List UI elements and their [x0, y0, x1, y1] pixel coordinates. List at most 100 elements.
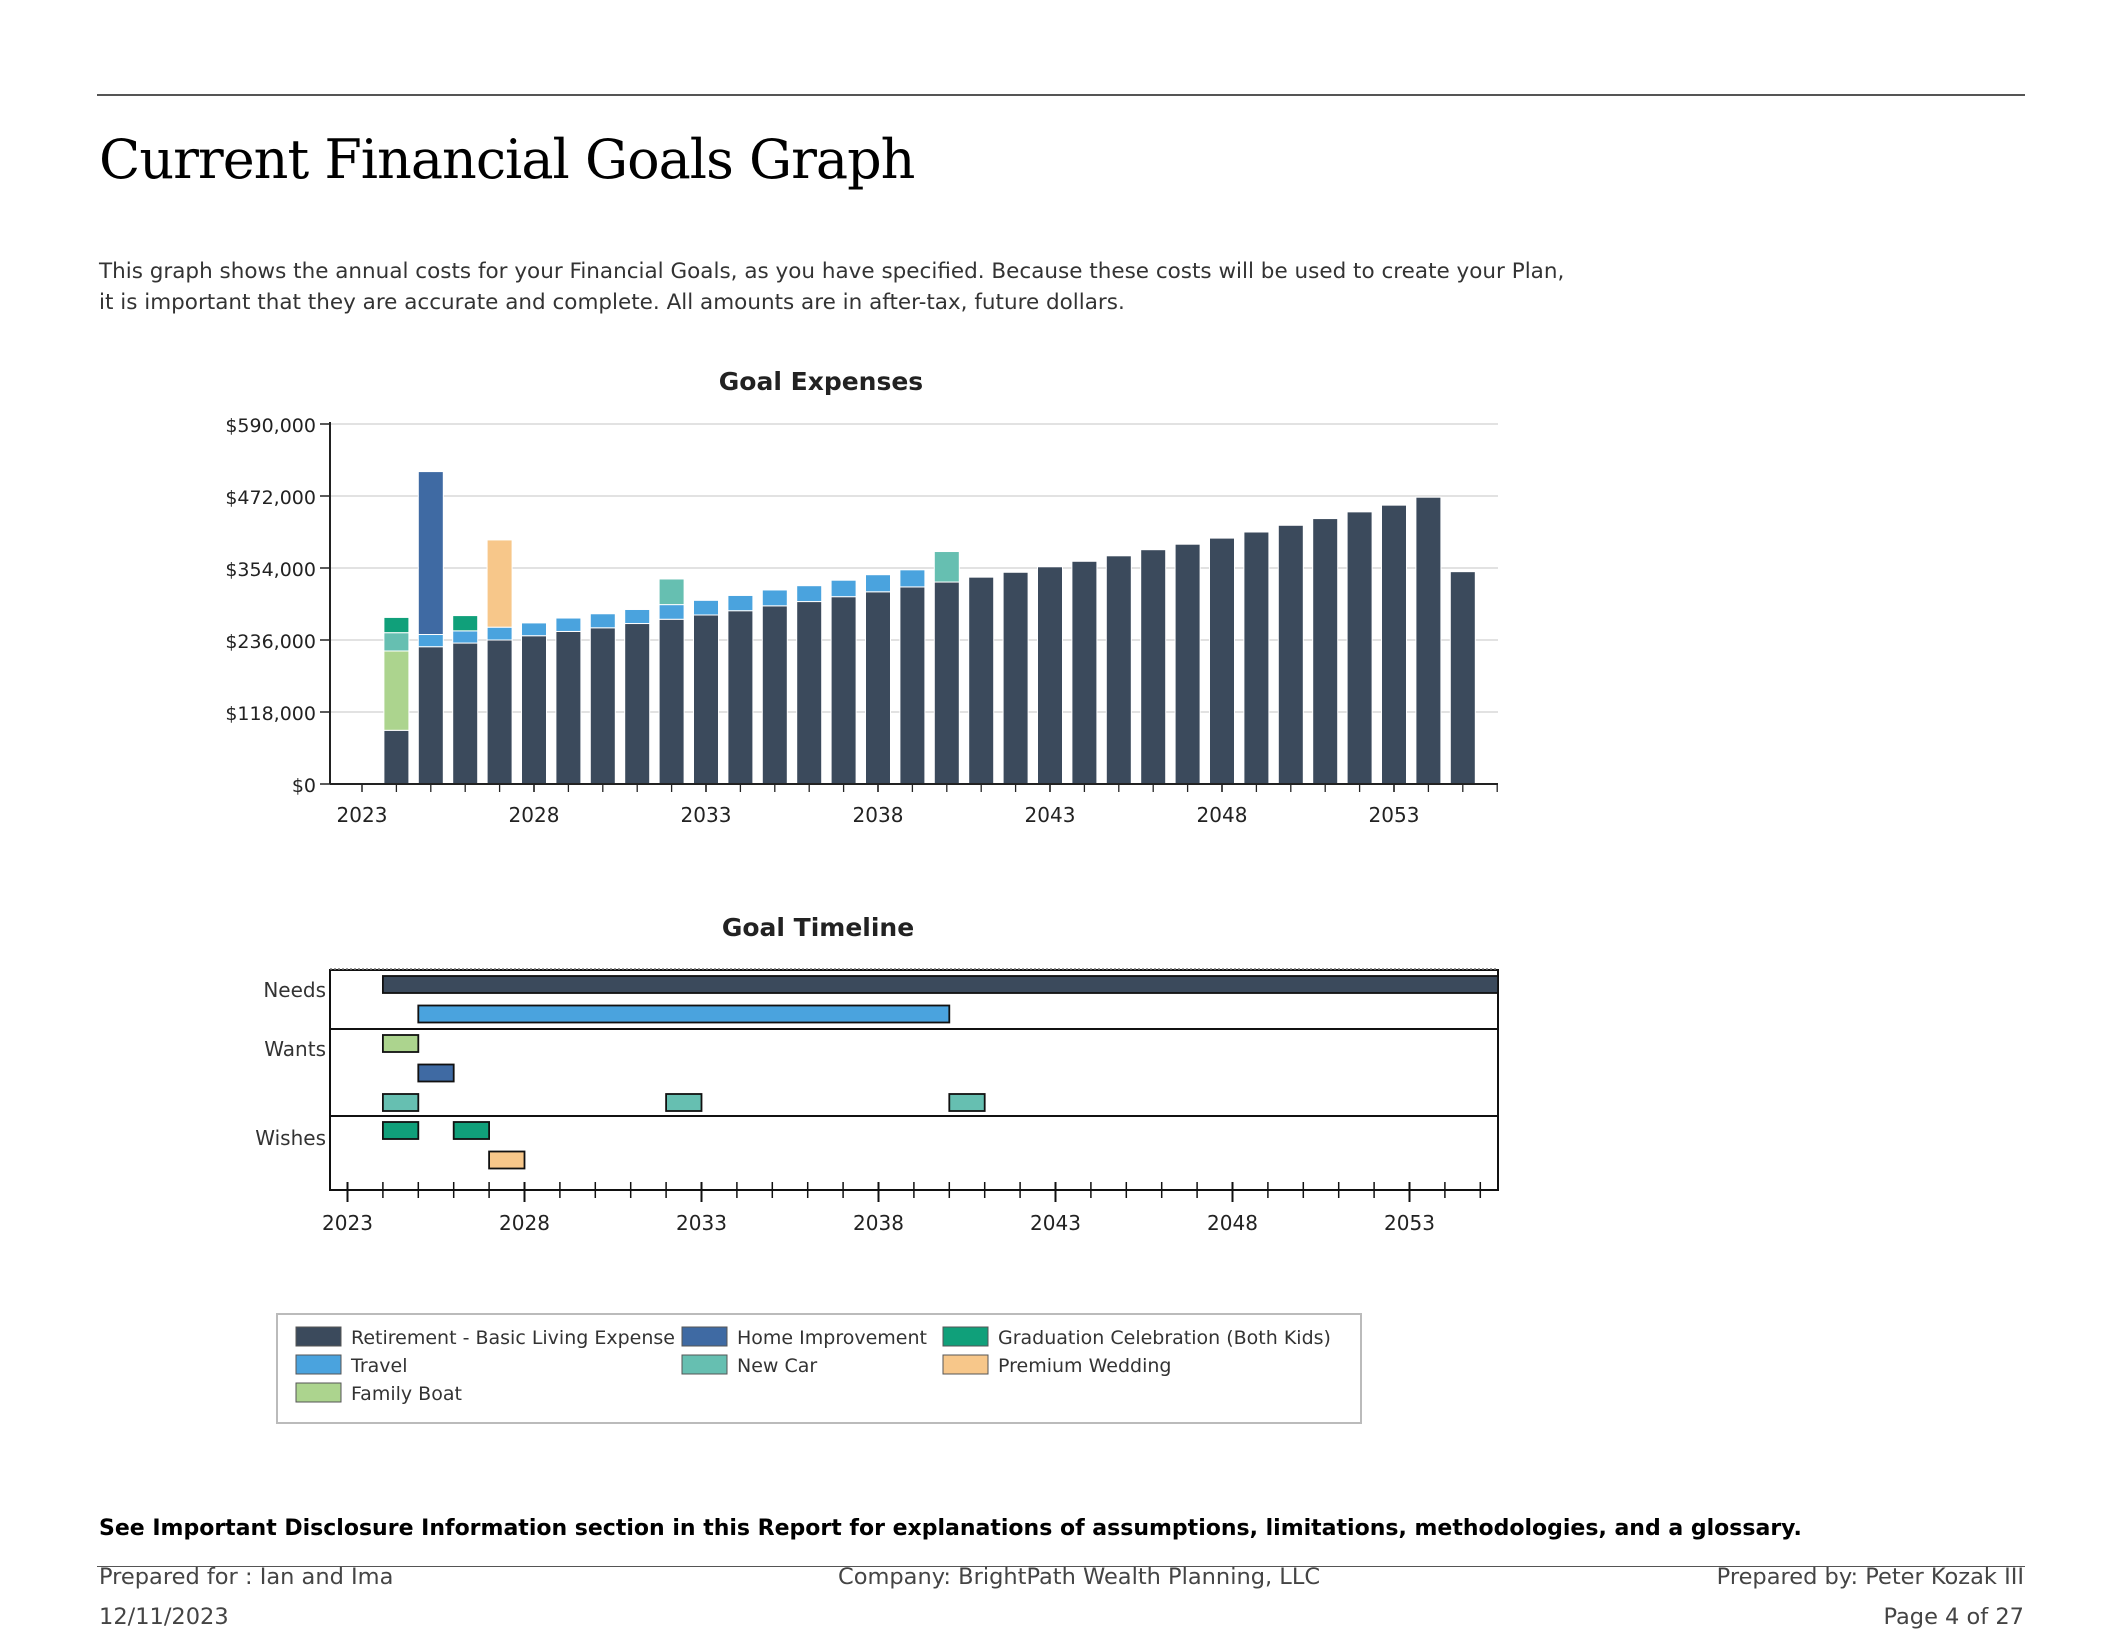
bar-retirement-basic-living-expense [693, 614, 719, 785]
bar-travel [899, 569, 926, 588]
x-tick-label: 2023 [337, 803, 388, 827]
bar-travel [727, 594, 754, 612]
bar-retirement-basic-living-expense [968, 576, 995, 785]
bar-travel [658, 604, 685, 620]
chart-legend: Retirement - Basic Living Expense Travel F… [276, 1313, 1362, 1424]
y-tick-label: $236,000 [225, 631, 316, 653]
bar-new-car [933, 551, 960, 583]
timeline-bars [381, 975, 1499, 1170]
bar-retirement-basic-living-expense [1346, 511, 1373, 785]
bar-retirement-basic-living-expense [589, 627, 616, 785]
timeline-bar-travel [417, 1004, 951, 1024]
timeline-x-tick-label: 2043 [1030, 1211, 1081, 1235]
bar-retirement-basic-living-expense [830, 596, 857, 785]
bar-travel [624, 608, 651, 625]
bar-retirement-basic-living-expense [1381, 504, 1407, 785]
y-tick-label: $354,000 [225, 559, 316, 581]
bar-home-improvement [417, 471, 444, 636]
timeline-x-tick-label: 2028 [499, 1211, 550, 1235]
legend-label-new-car: New Car [737, 1355, 817, 1377]
legend-swatch-premium-wedding [942, 1354, 989, 1375]
bar-retirement-basic-living-expense [658, 618, 685, 785]
legend-label-retirement-basic-living-expense: Retirement - Basic Living Expense [351, 1327, 675, 1349]
bar-travel [486, 626, 513, 641]
bar-new-car [658, 578, 685, 606]
timeline-group-label: Needs [263, 978, 326, 1002]
prepared-by: Prepared by: Peter Kozak III [1716, 1564, 2024, 1590]
bar-retirement-basic-living-expense [1174, 543, 1201, 785]
bar-retirement-basic-living-expense [486, 639, 513, 785]
bar-travel [830, 579, 857, 598]
x-tick-label: 2043 [1025, 803, 1076, 827]
timeline-x-tick-label: 2053 [1384, 1211, 1435, 1235]
timeline-bar-new-car [381, 1093, 420, 1112]
intro-text: This graph shows the annual costs for yo… [99, 259, 1565, 315]
legend-swatch-graduation-celebration-both-kids [942, 1326, 989, 1347]
prepared-for: Prepared for : Ian and Ima [99, 1564, 394, 1590]
bar-graduation-celebration-both-kids [452, 615, 479, 632]
bar-retirement-basic-living-expense [1209, 537, 1235, 785]
timeline-bar-premium-wedding [488, 1150, 526, 1170]
legend-swatch-new-car [681, 1354, 728, 1375]
bar-graduation-celebration-both-kids [383, 616, 410, 634]
bar-retirement-basic-living-expense [1002, 571, 1029, 785]
bar-retirement-basic-living-expense [624, 623, 651, 785]
x-tick-label: 2033 [681, 803, 732, 827]
goal-timeline-chart: Goal Timeline Needs Wants Wishes 2023 2028 2… [255, 913, 1499, 1235]
timeline-x-tick-label: 2023 [322, 1211, 373, 1235]
goal-expenses-chart: Goal Expenses $0 $118,000 $236,000 $354,000… [225, 367, 1498, 827]
bar-retirement-basic-living-expense [1277, 524, 1304, 785]
bar-travel [693, 599, 719, 616]
goal-timeline-title: Goal Timeline [722, 913, 914, 942]
bar-travel [417, 634, 444, 648]
bar-retirement-basic-living-expense [521, 635, 547, 785]
timeline-x-tick-label: 2038 [853, 1211, 904, 1235]
timeline-bar-graduation-celebration-both-kids [381, 1121, 420, 1140]
bar-travel [796, 585, 823, 603]
timeline-axes: 2023 2028 2033 2038 2043 2048 2053 [322, 1182, 1482, 1235]
legend-items: Retirement - Basic Living Expense Travel F… [295, 1326, 1331, 1405]
legend-label-travel: Travel [350, 1355, 407, 1377]
goal-expenses-title: Goal Expenses [719, 367, 923, 396]
bar-retirement-basic-living-expense [899, 586, 926, 785]
bar-family-boat [383, 650, 410, 731]
bar-premium-wedding [486, 539, 513, 628]
bar-retirement-basic-living-expense [417, 646, 444, 785]
bar-retirement-basic-living-expense [865, 591, 891, 785]
legend-swatch-family-boat [295, 1382, 342, 1403]
timeline-group-label: Wishes [255, 1126, 326, 1150]
bar-retirement-basic-living-expense [727, 610, 754, 785]
top-rule [97, 94, 2025, 96]
timeline-group-label: Wants [264, 1037, 326, 1061]
bar-retirement-basic-living-expense [452, 642, 479, 785]
legend-label-family-boat: Family Boat [351, 1383, 462, 1405]
x-tick-label: 2048 [1197, 803, 1248, 827]
report-date: 12/11/2023 [99, 1604, 229, 1630]
page-title: Current Financial Goals Graph [99, 128, 915, 191]
timeline-x-tick-label: 2048 [1207, 1211, 1258, 1235]
company-name: Company: BrightPath Wealth Planning, LLC [838, 1564, 1321, 1590]
y-tick-label: $590,000 [225, 415, 316, 437]
x-tick-label: 2028 [509, 803, 560, 827]
timeline-frame: Needs Wants Wishes [255, 968, 1499, 1191]
bar-travel [555, 617, 582, 632]
timeline-bar-retirement-basic-living-expense [381, 975, 1499, 994]
y-tick-label: $0 [292, 775, 316, 797]
timeline-bar-home-improvement [417, 1063, 455, 1083]
bar-retirement-basic-living-expense [1243, 531, 1270, 785]
bar-retirement-basic-living-expense [933, 581, 960, 785]
x-tick-label: 2038 [853, 803, 904, 827]
bar-retirement-basic-living-expense [761, 605, 788, 785]
bar-retirement-basic-living-expense [1140, 549, 1167, 785]
bar-travel [589, 613, 616, 629]
bar-retirement-basic-living-expense [1415, 496, 1442, 785]
bar-retirement-basic-living-expense [555, 630, 582, 785]
x-tick-label: 2053 [1369, 803, 1420, 827]
legend-frame [276, 1313, 1362, 1424]
bottom-rule [97, 1566, 2025, 1567]
y-tick-label: $472,000 [225, 487, 316, 509]
timeline-bar-new-car [948, 1093, 986, 1112]
timeline-bar-new-car [665, 1093, 703, 1112]
bar-retirement-basic-living-expense [796, 601, 823, 785]
bar-retirement-basic-living-expense [1449, 571, 1476, 785]
